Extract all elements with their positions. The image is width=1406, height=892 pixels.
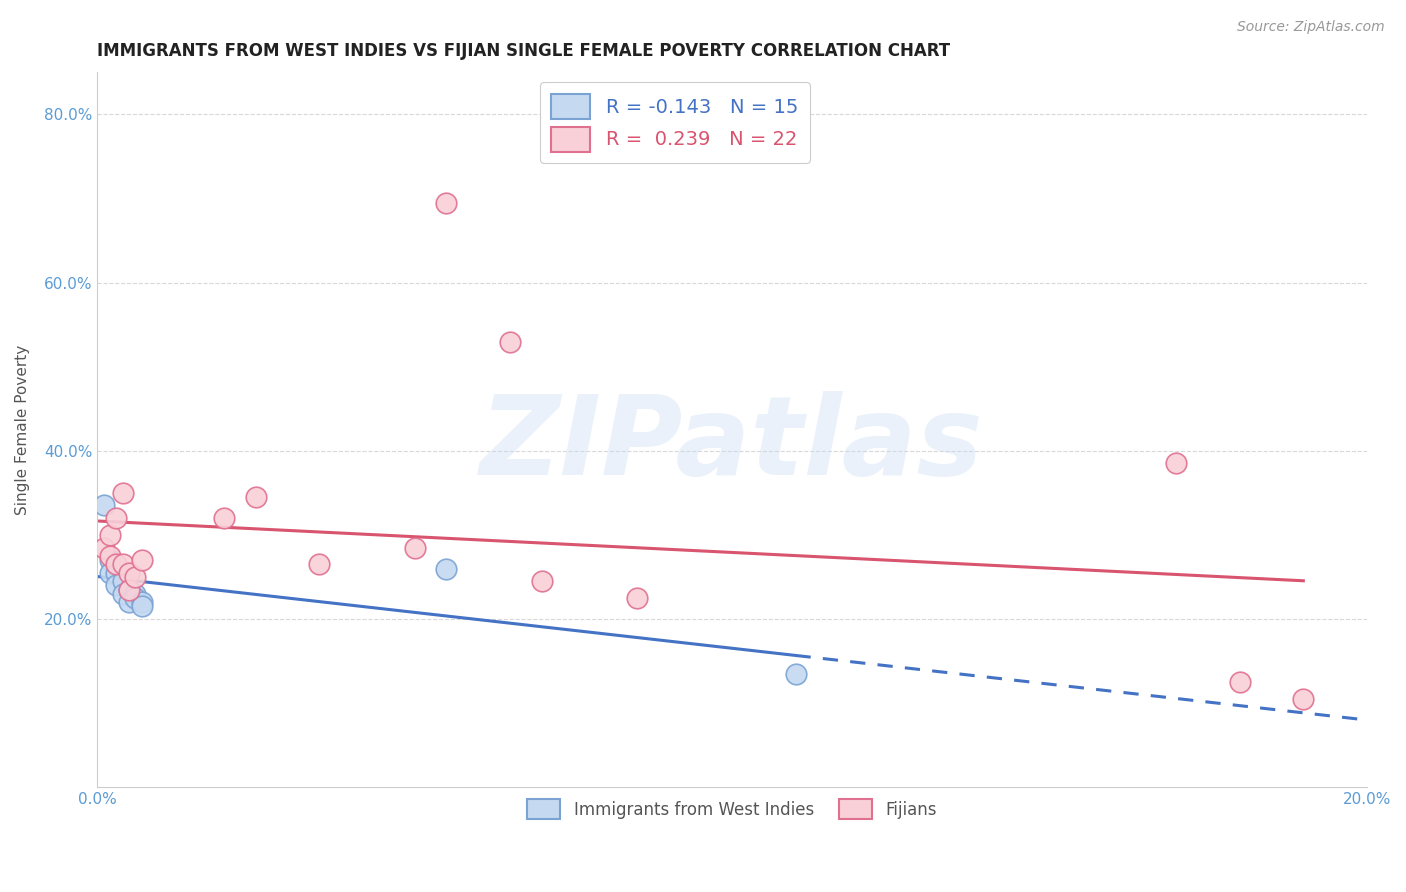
Point bbox=[626, 591, 648, 605]
Point bbox=[434, 195, 457, 210]
Point bbox=[98, 528, 121, 542]
Text: IMMIGRANTS FROM WEST INDIES VS FIJIAN SINGLE FEMALE POVERTY CORRELATION CHART: IMMIGRANTS FROM WEST INDIES VS FIJIAN SI… bbox=[97, 42, 950, 60]
Point bbox=[785, 666, 807, 681]
Point bbox=[98, 553, 121, 567]
Y-axis label: Single Female Poverty: Single Female Poverty bbox=[15, 344, 30, 515]
Point bbox=[98, 566, 121, 580]
Point bbox=[105, 558, 128, 572]
Point bbox=[118, 566, 141, 580]
Point bbox=[105, 566, 128, 580]
Point bbox=[118, 582, 141, 597]
Text: ZIPatlas: ZIPatlas bbox=[481, 391, 984, 498]
Text: Source: ZipAtlas.com: Source: ZipAtlas.com bbox=[1237, 20, 1385, 34]
Point bbox=[93, 499, 115, 513]
Point bbox=[1229, 675, 1251, 690]
Point bbox=[111, 587, 134, 601]
Point bbox=[245, 490, 267, 504]
Point bbox=[131, 599, 153, 614]
Point bbox=[124, 570, 146, 584]
Point bbox=[111, 558, 134, 572]
Point bbox=[98, 549, 121, 563]
Point bbox=[124, 587, 146, 601]
Point bbox=[1166, 457, 1188, 471]
Point bbox=[93, 541, 115, 555]
Point bbox=[118, 582, 141, 597]
Point bbox=[111, 486, 134, 500]
Point bbox=[1292, 691, 1315, 706]
Point bbox=[105, 511, 128, 525]
Point bbox=[131, 553, 153, 567]
Point bbox=[105, 578, 128, 592]
Point bbox=[434, 561, 457, 575]
Point bbox=[212, 511, 235, 525]
Point bbox=[404, 541, 426, 555]
Point bbox=[111, 574, 134, 589]
Legend: Immigrants from West Indies, Fijians: Immigrants from West Indies, Fijians bbox=[520, 793, 943, 825]
Point bbox=[530, 574, 553, 589]
Point bbox=[499, 334, 522, 349]
Point bbox=[124, 591, 146, 605]
Point bbox=[118, 595, 141, 609]
Point bbox=[308, 558, 330, 572]
Point bbox=[131, 595, 153, 609]
